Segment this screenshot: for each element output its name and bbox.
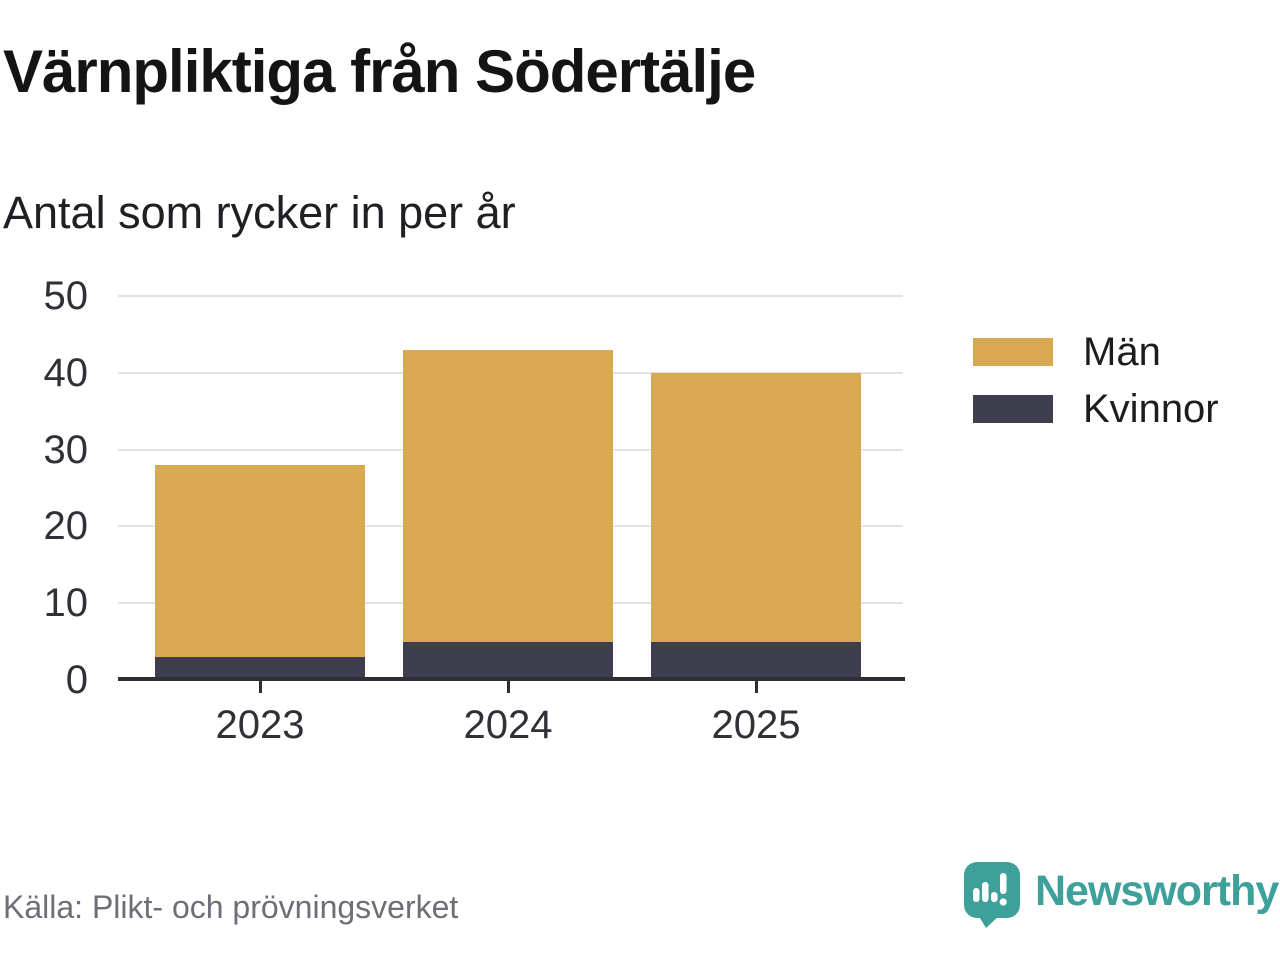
y-axis-tick-label: 40 bbox=[43, 350, 89, 395]
bar-segment-Kvinnor-2025 bbox=[651, 641, 861, 680]
bar-segment-Män-2024 bbox=[403, 349, 613, 642]
bar-segment-Män-2023 bbox=[155, 464, 365, 657]
x-axis-tick-label: 2023 bbox=[215, 703, 305, 747]
gridline bbox=[118, 295, 903, 297]
legend-label-men: Män bbox=[1083, 330, 1161, 374]
legend: Män Kvinnor bbox=[973, 332, 1219, 429]
source-note: Källa: Plikt- och prövningsverket bbox=[3, 889, 459, 925]
legend-label-women: Kvinnor bbox=[1083, 387, 1219, 431]
chart-subtitle: Antal som rycker in per år bbox=[3, 187, 516, 238]
legend-item-women: Kvinnor bbox=[973, 389, 1219, 429]
x-axis-tick-mark bbox=[755, 681, 758, 693]
legend-swatch-women bbox=[973, 395, 1053, 423]
legend-item-men: Män bbox=[973, 332, 1219, 372]
x-axis-tick-mark bbox=[507, 681, 510, 693]
chart-title: Värnpliktiga från Södertälje bbox=[3, 38, 756, 105]
x-axis-line bbox=[118, 677, 905, 681]
x-axis-tick-label: 2024 bbox=[463, 703, 553, 747]
y-axis-tick-label: 30 bbox=[43, 427, 89, 472]
y-axis-tick-label: 0 bbox=[65, 658, 88, 702]
y-axis-tick-label: 50 bbox=[43, 274, 89, 318]
bar-segment-Kvinnor-2024 bbox=[403, 641, 613, 680]
x-axis-tick-label: 2025 bbox=[711, 703, 801, 747]
bar-segment-Kvinnor-2023 bbox=[155, 656, 365, 680]
brand-logo: Newsworthy bbox=[963, 861, 1279, 934]
y-axis-tick-label: 20 bbox=[43, 504, 89, 549]
speech-bubble-bar-chart-icon bbox=[963, 861, 1021, 934]
y-axis-tick-label: 10 bbox=[43, 581, 89, 626]
bar-segment-Män-2025 bbox=[651, 372, 861, 642]
x-axis-tick-mark bbox=[259, 681, 262, 693]
brand-name: Newsworthy bbox=[1035, 867, 1279, 915]
legend-swatch-men bbox=[973, 338, 1053, 366]
